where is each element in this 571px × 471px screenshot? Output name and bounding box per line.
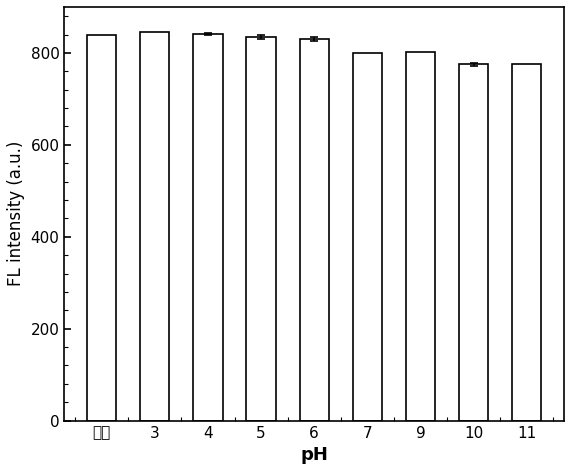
Bar <box>300 39 329 421</box>
Bar <box>459 65 488 421</box>
Bar <box>140 32 170 421</box>
Bar <box>247 37 276 421</box>
Bar <box>406 51 435 421</box>
X-axis label: pH: pH <box>300 446 328 464</box>
Bar <box>353 53 382 421</box>
Bar <box>512 65 541 421</box>
Bar <box>194 33 223 421</box>
Bar <box>87 34 116 421</box>
Y-axis label: FL intensity (a.u.): FL intensity (a.u.) <box>7 141 25 286</box>
